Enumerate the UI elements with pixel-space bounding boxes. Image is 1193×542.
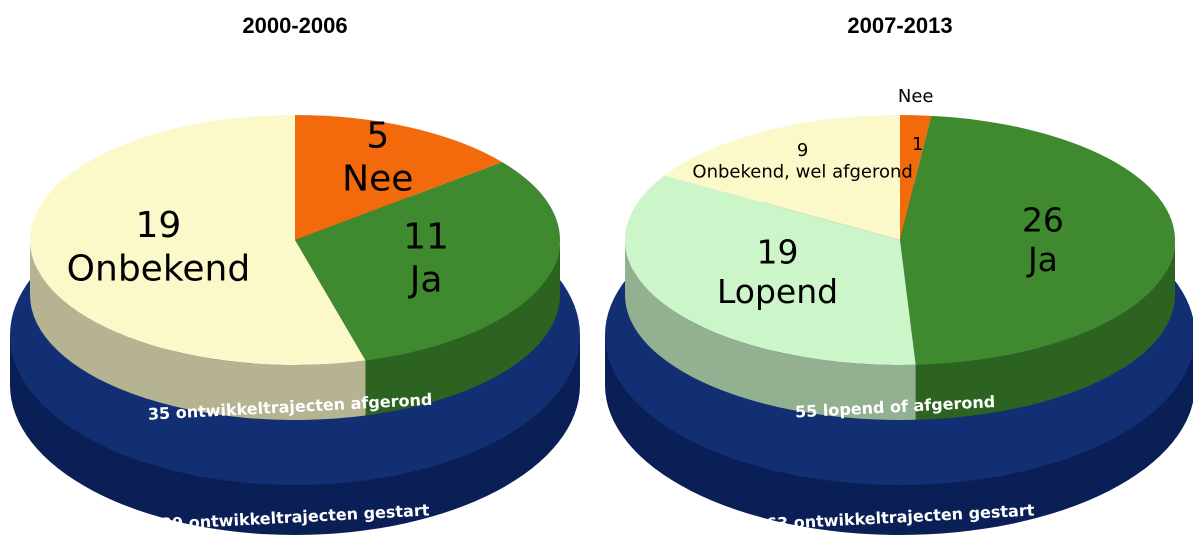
- slice-value: 9: [797, 140, 808, 161]
- chart-title: 2007-2013: [847, 13, 952, 38]
- slice-label: Lopend: [717, 272, 838, 311]
- slice-label: Nee: [898, 86, 934, 107]
- slice: [900, 115, 932, 240]
- slice: [295, 162, 560, 361]
- slice-value: 1: [912, 134, 923, 155]
- slice: [624, 175, 916, 365]
- slice: [900, 115, 1176, 365]
- slice-value: 19: [136, 205, 182, 246]
- slice-label: Ja: [408, 260, 443, 301]
- slice-label: Ja: [1026, 240, 1058, 279]
- chart-title: 2000-2006: [242, 13, 347, 38]
- slice-value: 11: [403, 216, 449, 257]
- slice-label: Onbekend, wel afgerond: [692, 161, 912, 182]
- slice: [295, 115, 503, 240]
- slice-side: [365, 240, 560, 416]
- slice-side: [625, 240, 916, 420]
- slice-side: [915, 240, 1175, 420]
- slice-value: 26: [1022, 201, 1064, 240]
- slice-value: 19: [757, 232, 799, 271]
- slice-label: Onbekend: [67, 248, 251, 289]
- slice-value: 5: [366, 115, 389, 156]
- slice: [30, 115, 366, 365]
- slice-side: [30, 240, 366, 420]
- slice-label: Nee: [342, 159, 413, 200]
- slice: [664, 115, 900, 240]
